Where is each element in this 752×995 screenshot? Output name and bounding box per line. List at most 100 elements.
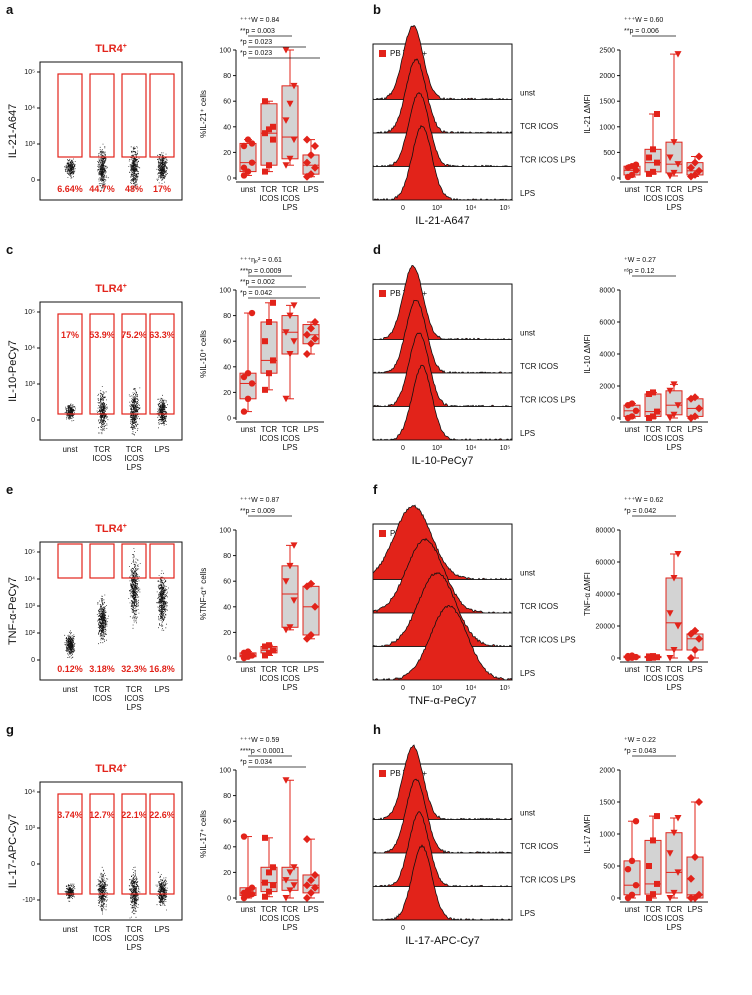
data-point xyxy=(282,877,290,884)
stat-annotation: ⁺⁺⁺W = 0.62 xyxy=(624,497,663,504)
data-point xyxy=(266,126,272,133)
gate-percent: 75.2% xyxy=(121,330,147,340)
x-category-label: ICOS xyxy=(664,674,684,683)
stat-annotation: ⁿˢp = 0.12 xyxy=(624,268,655,275)
data-point xyxy=(307,339,315,348)
data-point xyxy=(248,890,256,898)
gate-rect xyxy=(89,73,115,158)
x-category-label: ICOS xyxy=(664,194,684,203)
figure-row: e f TLR4+ TNF-α-PeCy7 10⁵ 10⁴ 10³ 10² 0 0.12% unst… xyxy=(6,482,708,712)
y-tick-label: 60 xyxy=(223,99,231,106)
stat-annotation: **p = 0.009 xyxy=(240,508,275,515)
y-tick-label: 80 xyxy=(223,73,231,80)
histogram-row-label: TCR ICOS xyxy=(520,842,558,851)
x-category-label: TCR xyxy=(261,665,278,674)
x-category-label: unst xyxy=(62,685,78,694)
data-point xyxy=(248,652,256,659)
data-point xyxy=(628,891,636,898)
data-point xyxy=(670,889,678,897)
stat-annotation: *p = 0.023 xyxy=(240,39,272,46)
histogram-row-label: LPS xyxy=(520,909,535,918)
y-tick-label: 0 xyxy=(31,177,35,184)
x-category-label: ICOS xyxy=(259,674,279,683)
x-category-label: LPS xyxy=(303,905,318,914)
histogram-row-label: TCR ICOS LPS xyxy=(520,876,576,885)
dot-cloud xyxy=(64,630,76,659)
y-tick-label: 0 xyxy=(611,176,615,183)
data-point xyxy=(691,170,699,179)
data-point xyxy=(628,171,636,179)
y-axis-label: IL-10 ΔMFI xyxy=(583,334,592,374)
stat-annotation: ⁺⁺⁺ηₚ² = 0.61 xyxy=(240,257,282,264)
x-category-label: ICOS xyxy=(124,934,144,943)
data-point xyxy=(311,163,319,172)
data-point xyxy=(290,597,298,604)
data-point xyxy=(303,330,311,339)
x-category-label: TCR xyxy=(261,905,278,914)
gate-rect xyxy=(149,543,175,579)
data-point xyxy=(282,626,290,634)
stat-annotation: ⁺W = 0.27 xyxy=(624,257,656,264)
data-point xyxy=(244,168,252,175)
data-point xyxy=(290,864,298,871)
y-tick-label: 10³ xyxy=(25,381,36,388)
data-point xyxy=(666,610,674,617)
stat-annotation: **p = 0.003 xyxy=(240,28,275,35)
gate-percent: 53.9% xyxy=(89,330,115,340)
y-tick-label: 10³ xyxy=(25,825,36,832)
x-tick-label: 0 xyxy=(401,445,405,452)
histogram-row-label: LPS xyxy=(520,669,535,678)
data-point xyxy=(282,777,290,784)
panel-letter: e xyxy=(6,482,13,497)
data-point xyxy=(240,408,248,415)
x-tick-label: 10⁴ xyxy=(466,205,477,212)
y-tick-label: 10⁴ xyxy=(24,105,35,112)
x-tick-label: 10³ xyxy=(432,685,443,692)
x-category-label: ICOS xyxy=(92,694,112,703)
superscript: + xyxy=(123,43,127,50)
y-tick-label: 40 xyxy=(223,364,231,371)
box-plot: IL-10 ΔMFI 0 2000 4000 6000 8000 unst TCRICOSTC… xyxy=(583,257,708,452)
data-point xyxy=(646,895,652,901)
histogram-row-label: TCR ICOS LPS xyxy=(520,396,576,405)
data-point xyxy=(632,167,640,174)
data-point xyxy=(248,140,256,147)
x-category-label: ICOS xyxy=(643,434,663,443)
data-point xyxy=(307,150,315,159)
data-point xyxy=(674,869,682,876)
y-tick-label: 20 xyxy=(223,630,231,637)
data-point xyxy=(286,562,294,570)
x-tick-label: 10³ xyxy=(432,445,443,452)
data-point xyxy=(674,161,682,168)
y-tick-label: 40 xyxy=(223,844,231,851)
data-point xyxy=(303,350,311,358)
gate-rect xyxy=(89,543,115,579)
data-point xyxy=(691,853,699,862)
x-category-label: unst xyxy=(240,665,256,674)
data-point xyxy=(666,895,674,902)
histogram-row-label: unst xyxy=(520,569,536,578)
x-category-label: ICOS xyxy=(280,914,300,923)
data-point xyxy=(628,857,636,865)
data-point xyxy=(307,876,315,885)
data-point xyxy=(282,47,290,54)
gate-rect xyxy=(57,793,83,895)
histogram-curve xyxy=(371,364,513,441)
stat-annotation: *p = 0.042 xyxy=(240,290,272,297)
gate-rect xyxy=(121,793,147,895)
y-axis-label: %IL-10⁺ cells xyxy=(199,330,208,378)
data-point xyxy=(691,158,699,167)
y-tick-label: 40 xyxy=(223,604,231,611)
gate-percent: 16.8% xyxy=(149,664,175,674)
data-point xyxy=(262,98,268,105)
x-category-label: TCR xyxy=(126,925,143,934)
data-point xyxy=(311,883,319,892)
data-point xyxy=(670,139,678,146)
data-point xyxy=(244,395,252,402)
data-point xyxy=(628,400,636,407)
gate-percent: 22.6% xyxy=(149,810,175,820)
data-point xyxy=(628,652,636,659)
data-point xyxy=(240,142,248,150)
figure-row: c d TLR4+ IL-10-PeCy7 10⁵ 10⁴ 10³ 0 17% unst 53.9%… xyxy=(6,242,708,472)
data-point xyxy=(282,895,290,902)
